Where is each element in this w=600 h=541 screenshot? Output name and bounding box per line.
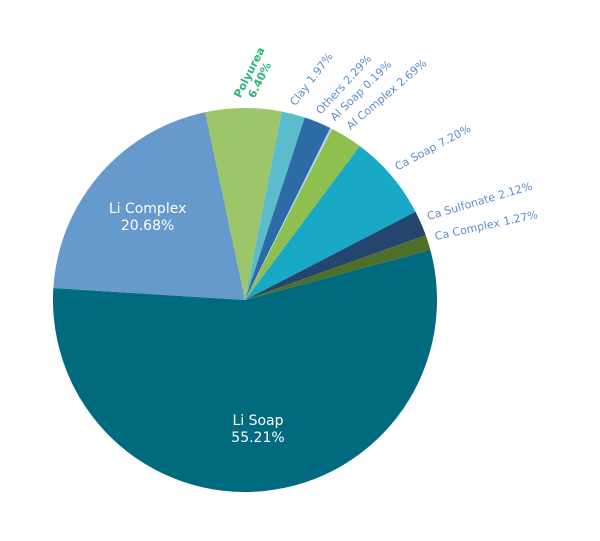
value-label: 7.20% [436,122,473,150]
pie-slice [245,235,431,300]
category-label: Li Soap [232,413,283,429]
slice-label: Ca Soap7.20% [393,122,473,173]
pie-slice [245,117,331,300]
value-label: 55.21% [231,430,284,446]
pie-slice [245,111,305,300]
value-label: 1.27% [502,208,539,228]
value-label: 2.12% [497,180,534,202]
value-label: 2.69% [394,57,429,90]
pie-slice [245,129,360,300]
slice-label: Li Complex 20.68% [109,201,187,234]
pie-slice [245,127,333,301]
pie-slice [53,112,245,300]
pie-slice [245,211,426,300]
pie-slice [205,108,282,300]
value-label: 20.68% [121,218,174,234]
category-label: Ca Complex [434,216,502,243]
category-label: Clay [287,81,312,108]
value-label: 1.97% [304,50,335,86]
slice-label: Li Soap 55.21% [231,413,284,446]
category-label: Li Complex [109,201,187,217]
pie-slice [52,249,438,492]
slice-label: Polyurea6.40% [231,45,278,105]
pie-slice [245,146,416,300]
category-label: Ca Soap [393,140,439,173]
